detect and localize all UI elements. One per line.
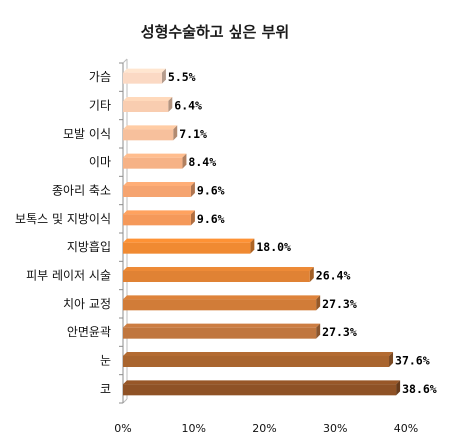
bar-side-face xyxy=(173,125,178,141)
x-tick-label: 20% xyxy=(252,422,276,435)
bar xyxy=(123,384,397,396)
category-label: 코 xyxy=(100,382,111,396)
bar xyxy=(123,101,169,112)
bar-top-face xyxy=(123,210,195,215)
bar xyxy=(123,271,310,282)
bar-top-face xyxy=(123,68,166,73)
data-label: 7.1% xyxy=(179,127,207,141)
plot-area: 가슴 5.5% 기타 6.4% 모발 이식 7.1% 이마 8.4% 종아리 축소 9.6% 보톡스… xyxy=(15,58,437,435)
bar-side-face xyxy=(168,97,173,112)
bar-side-face xyxy=(190,182,195,197)
bar-top-face xyxy=(123,352,394,356)
bar-top-face xyxy=(123,182,195,186)
category-label: 보톡스 및 지방이식 xyxy=(15,212,111,226)
category-label: 피부 레이저 시술 xyxy=(26,269,111,283)
category-label: 안면윤곽 xyxy=(67,325,111,339)
bar-top-face xyxy=(123,125,178,130)
bar xyxy=(123,299,317,311)
bar-side-face xyxy=(250,238,255,254)
bar-side-face xyxy=(316,295,321,311)
bar xyxy=(123,157,183,169)
bar-side-face xyxy=(161,68,166,84)
x-tick-label: 10% xyxy=(182,422,206,435)
bar-top-face xyxy=(123,238,255,243)
bar-side-face xyxy=(182,153,187,169)
data-label: 9.6% xyxy=(197,212,225,226)
data-label: 37.6% xyxy=(395,354,430,368)
bar xyxy=(123,186,191,197)
bar-side-face xyxy=(190,210,195,226)
bar xyxy=(123,72,162,84)
bar-side-face xyxy=(389,352,394,367)
category-label: 치아 교정 xyxy=(63,297,111,311)
category-label: 종아리 축소 xyxy=(52,184,111,198)
bar xyxy=(123,214,191,226)
data-label: 8.4% xyxy=(188,155,216,169)
data-label: 38.6% xyxy=(402,382,437,396)
data-label: 18.0% xyxy=(256,240,291,254)
category-label: 이마 xyxy=(89,155,111,169)
bar xyxy=(123,242,251,254)
category-label: 눈 xyxy=(100,354,111,368)
x-tick-label: 40% xyxy=(394,422,418,435)
category-label: 가슴 xyxy=(89,70,111,84)
bar xyxy=(123,327,317,339)
data-label: 6.4% xyxy=(174,99,202,113)
bar xyxy=(123,356,390,367)
category-label: 모발 이식 xyxy=(63,127,111,141)
bar xyxy=(123,129,174,141)
x-tick-label: 0% xyxy=(114,422,131,435)
bar-top-face xyxy=(123,323,321,328)
bar-top-face xyxy=(123,97,173,101)
bar-top-face xyxy=(123,295,321,300)
chart-title: 성형수술하고 싶은 부위 xyxy=(141,23,289,41)
x-tick-label: 30% xyxy=(323,422,347,435)
data-label: 5.5% xyxy=(168,70,196,84)
axis-bottom-edge xyxy=(122,398,128,404)
bar-top-face xyxy=(123,267,314,271)
data-label: 27.3% xyxy=(322,297,357,311)
axis-top-edge xyxy=(122,58,128,64)
category-label: 기타 xyxy=(89,99,111,113)
bar-side-face xyxy=(316,323,321,339)
bar-side-face xyxy=(396,380,401,396)
category-label: 지방흡입 xyxy=(67,240,111,254)
bar-side-face xyxy=(309,267,314,282)
bar-top-face xyxy=(123,380,401,385)
data-label: 9.6% xyxy=(197,184,225,198)
data-label: 26.4% xyxy=(316,269,351,283)
data-label: 27.3% xyxy=(322,325,357,339)
bar-top-face xyxy=(123,153,187,158)
